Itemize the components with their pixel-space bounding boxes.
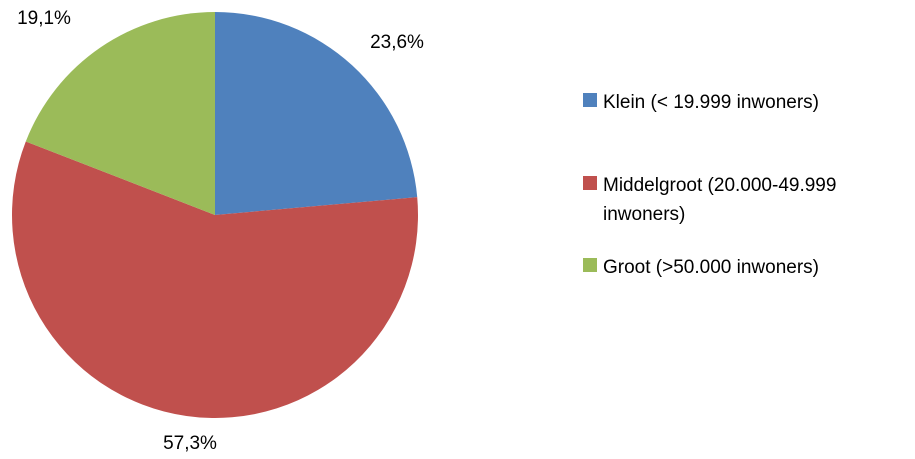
legend: Klein (< 19.999 inwoners) Middelgroot (2… [583,92,836,278]
legend-swatch-middelgroot [583,176,597,190]
legend-label-groot: Groot (>50.000 inwoners) [603,257,819,278]
legend-swatch-klein [583,93,597,107]
pie-slice-middelgroot [11,141,419,418]
legend-item-middelgroot: Middelgroot (20.000-49.999 inwoners) [583,175,836,225]
data-label-groot: 19,1% [17,8,71,29]
data-label-middelgroot: 57,3% [163,433,217,454]
legend-swatch-groot [583,258,597,272]
legend-label-middelgroot-line1: Middelgroot (20.000-49.999 [603,175,836,196]
data-label-klein: 23,6% [370,32,424,53]
legend-label-middelgroot-line2: inwoners) [603,204,685,225]
pie-slice-groot [25,12,215,215]
legend-label-klein: Klein (< 19.999 inwoners) [603,92,819,113]
legend-item-klein: Klein (< 19.999 inwoners) [583,92,819,113]
data-labels: 23,6% 57,3% 19,1% [17,8,424,454]
pie-slice-klein [215,12,418,215]
pie-slices [11,12,419,418]
legend-item-groot: Groot (>50.000 inwoners) [583,257,819,278]
